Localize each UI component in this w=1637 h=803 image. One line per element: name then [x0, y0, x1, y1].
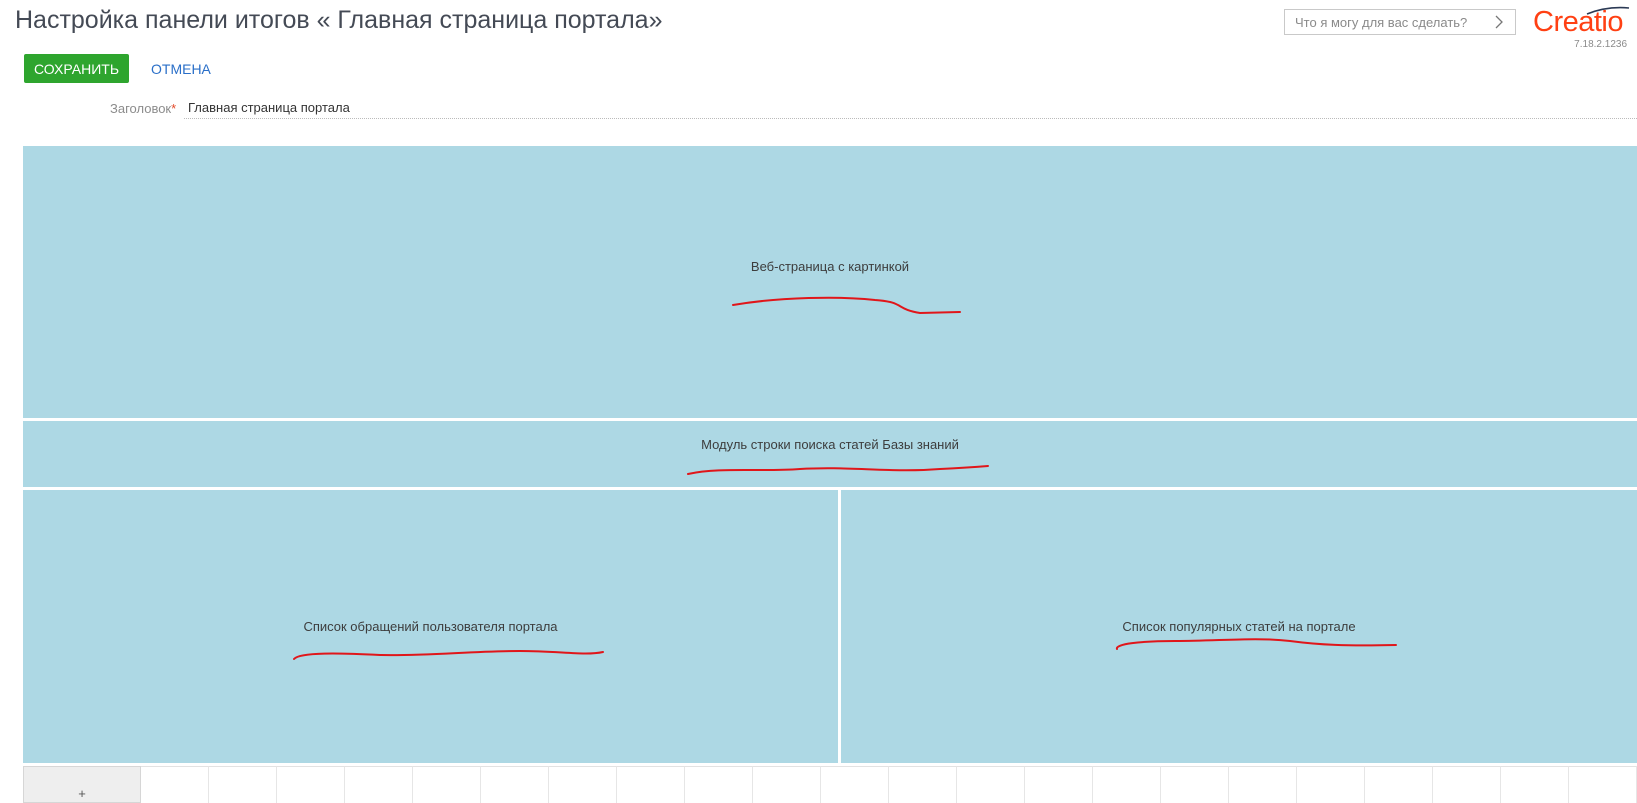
grid-cell[interactable] [685, 766, 753, 803]
widget-kb-search[interactable]: Модуль строки поиска статей Базы знаний [23, 421, 1637, 487]
caption-field[interactable] [184, 97, 1637, 119]
grid-cell[interactable] [277, 766, 345, 803]
version-label: 7.18.2.1236 [1574, 39, 1627, 50]
grid-cell[interactable] [481, 766, 549, 803]
save-button[interactable]: СОХРАНИТЬ [24, 54, 129, 83]
grid-cell[interactable] [1365, 766, 1433, 803]
grid-cell[interactable] [617, 766, 685, 803]
widget-web-page[interactable]: Веб-страница с картинкой [23, 146, 1637, 418]
chevron-right-icon[interactable] [1489, 12, 1509, 32]
page-title: Настройка панели итогов « Главная страни… [15, 6, 663, 34]
grid-cell[interactable] [1433, 766, 1501, 803]
grid-cell[interactable] [1093, 766, 1161, 803]
add-widget-button[interactable]: + [23, 766, 141, 803]
grid-cell[interactable] [1025, 766, 1093, 803]
grid-cell[interactable] [889, 766, 957, 803]
grid-cell[interactable] [821, 766, 889, 803]
grid-cell[interactable] [345, 766, 413, 803]
grid-cell[interactable] [549, 766, 617, 803]
widget-label: Список обращений пользователя портала [303, 619, 558, 634]
widget-user-cases[interactable]: Список обращений пользователя портала [23, 490, 838, 763]
widget-label: Список популярных статей на портале [1122, 619, 1356, 634]
grid-cell[interactable] [957, 766, 1025, 803]
grid-cell[interactable] [1297, 766, 1365, 803]
caption-field-label: Заголовок* [110, 101, 176, 116]
dashboard-grid-row: + [23, 766, 1637, 803]
grid-cell[interactable] [209, 766, 277, 803]
creatio-logo: Creatio [1533, 6, 1624, 38]
assistant-search-box[interactable] [1284, 9, 1516, 35]
grid-cell[interactable] [1569, 766, 1637, 803]
grid-cell[interactable] [753, 766, 821, 803]
caption-label-text: Заголовок [110, 101, 172, 116]
grid-cell[interactable] [1161, 766, 1229, 803]
grid-cell[interactable] [141, 766, 209, 803]
assistant-search-input[interactable] [1285, 10, 1489, 34]
cancel-button[interactable]: ОТМЕНА [151, 61, 211, 77]
widget-label: Модуль строки поиска статей Базы знаний [701, 436, 959, 452]
widget-popular-articles[interactable]: Список популярных статей на портале [841, 490, 1637, 763]
required-mark: * [171, 101, 177, 116]
grid-cell[interactable] [413, 766, 481, 803]
logo-swoosh-icon [1586, 6, 1630, 15]
grid-cell[interactable] [1501, 766, 1569, 803]
widget-label: Веб-страница с картинкой [750, 258, 910, 274]
grid-cell[interactable] [1229, 766, 1297, 803]
